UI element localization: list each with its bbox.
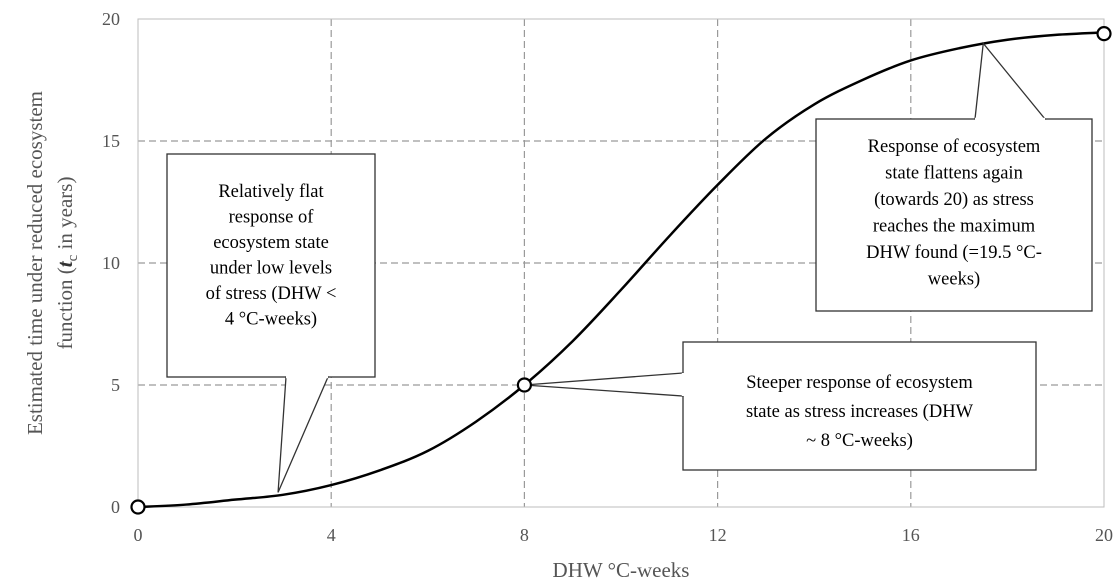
- callout-text-line: reaches the maximum: [873, 217, 1036, 237]
- callout-text-line: state as stress increases (DHW: [746, 402, 974, 422]
- curve-layer: [137, 31, 1105, 509]
- callout-box: [815, 118, 1093, 312]
- callout-text-line: weeks): [928, 270, 980, 290]
- data-point-marker: [1096, 26, 1112, 42]
- callout: Relatively flat response of ecosystem stat…: [166, 153, 376, 493]
- series-line: [137, 31, 1105, 509]
- y-axis-label-prefix: function (: [53, 267, 77, 349]
- callout: Steeper response of ecosystem state as st…: [524, 341, 1037, 471]
- callout-text-line: state flattens again: [885, 164, 1023, 184]
- callout-text-line: ~ 8 °C-weeks): [806, 431, 913, 451]
- callout-text-line: response of: [229, 208, 315, 228]
- markers: [130, 26, 1112, 515]
- data-point-marker: [130, 499, 146, 515]
- plot-area-border: [137, 18, 1105, 508]
- data-point-marker: [516, 377, 533, 393]
- y-axis-label: Estimated time under reduced ecosystem: [23, 91, 47, 435]
- callout-text-line: of stress (DHW <: [206, 284, 337, 304]
- callout-text-line: DHW found (=19.5 °C-: [866, 243, 1042, 263]
- callout-text-line: Steeper response of ecosystem: [746, 373, 973, 393]
- callout-text-line: under low levels: [210, 259, 332, 279]
- y-tick-label: 0: [111, 497, 120, 517]
- y-axis-label-suffix: in years): [53, 177, 77, 255]
- callout-text-line: ecosystem state: [213, 233, 329, 253]
- callout: Response of ecosystem state flattens agai…: [815, 41, 1093, 312]
- tick-labels: 0 4 8 12 16 20 0 5 10 15 20: [102, 9, 1113, 545]
- callout-text-line: (towards 20) as stress: [874, 190, 1034, 210]
- callouts: Relatively flat response of ecosystem stat…: [166, 41, 1093, 493]
- callout-text-line: Response of ecosystem: [868, 137, 1041, 157]
- y-tick-label: 10: [102, 253, 120, 273]
- y-tick-label: 5: [111, 375, 120, 395]
- y-tick-label: 15: [102, 131, 120, 151]
- y-axis-label-line2: function (tc in years): [53, 177, 81, 350]
- callout-box: [166, 153, 376, 378]
- callout-box: [682, 341, 1037, 471]
- x-tick-label: 12: [709, 525, 727, 545]
- y-axis-label-symbol: t: [53, 260, 77, 267]
- callout-pointer: [974, 41, 1047, 120]
- callout-text-line: Relatively flat: [218, 182, 324, 202]
- x-tick-label: 16: [902, 525, 920, 545]
- x-tick-label: 20: [1095, 525, 1113, 545]
- callout-pointer: [524, 372, 684, 397]
- callout-pointer: [277, 376, 329, 493]
- x-axis-label: DHW °C-weeks: [553, 558, 690, 582]
- x-tick-label: 0: [134, 525, 143, 545]
- y-tick-label: 20: [102, 9, 120, 29]
- y-axis-label-subscript: c: [65, 254, 81, 261]
- x-tick-label: 8: [520, 525, 529, 545]
- callout-text-line: 4 °C-weeks): [225, 310, 317, 330]
- x-tick-label: 4: [327, 525, 336, 545]
